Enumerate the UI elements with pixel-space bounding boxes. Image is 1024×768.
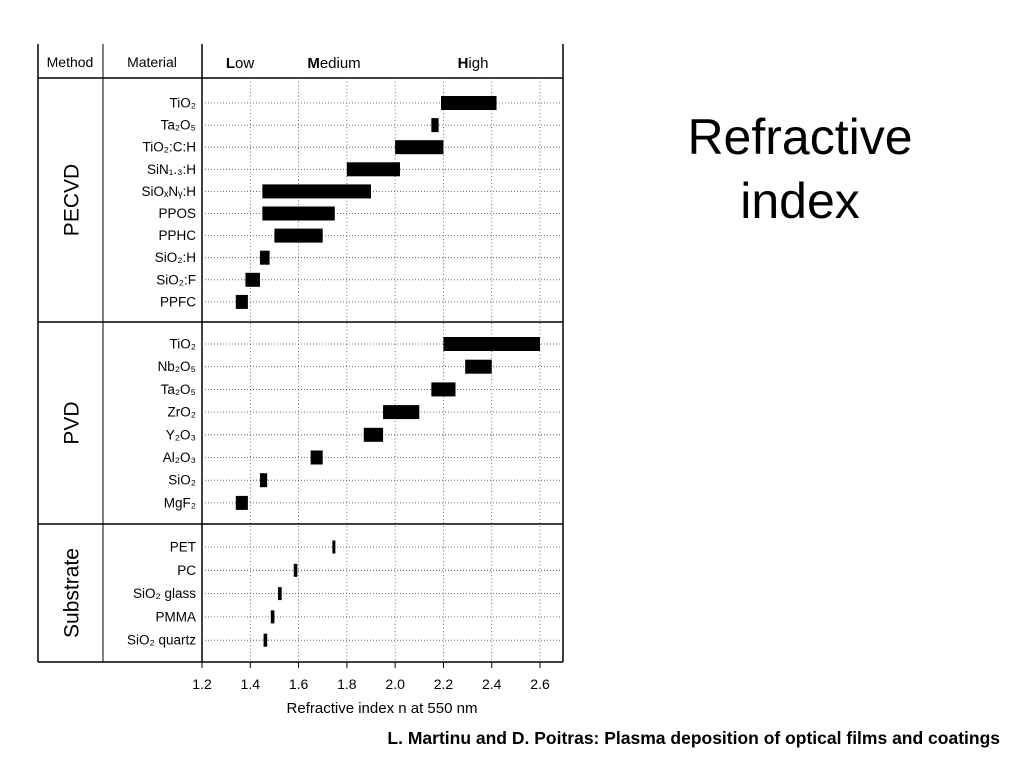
x-tick-label: 1.2 — [192, 676, 212, 692]
range-bar — [263, 633, 268, 647]
material-label: SiO₂:H — [155, 250, 196, 265]
method-label-pvd: PVD — [61, 401, 84, 444]
x-tick-label: 1.4 — [241, 676, 261, 692]
chart-headers: Method Material — [47, 54, 177, 70]
range-header-rest: edium — [320, 55, 361, 72]
chart-rows: PECVD TiO₂ Ta₂O₅ TiO₂:C:H SiN₁.₃:H SiOₓNᵧ:H PP… — [61, 96, 563, 648]
range-header-initial: L — [226, 55, 235, 72]
range-header-initial: H — [458, 55, 469, 72]
citation: L. Martinu and D. Poitras: Plasma deposi… — [387, 728, 1000, 748]
x-tick-label: 1.6 — [289, 676, 309, 692]
x-axis-label: Refractive index n at 550 nm — [287, 700, 478, 717]
range-bar — [332, 540, 336, 554]
range-bar — [235, 294, 248, 309]
material-label: Al₂O₃ — [163, 450, 196, 465]
material-label: PC — [177, 563, 196, 578]
slide-title-line-1: Refractive — [687, 109, 913, 165]
range-bar — [395, 140, 444, 155]
range-bar — [431, 118, 439, 133]
range-bar — [235, 495, 248, 510]
x-tick-label: 2.6 — [530, 676, 550, 692]
material-label: PMMA — [156, 609, 197, 624]
material-label: SiO₂ quartz — [127, 633, 196, 648]
range-bar — [270, 610, 275, 624]
material-label: Nb₂O₅ — [158, 359, 196, 374]
range-bar — [259, 473, 268, 488]
x-tick-label: 1.8 — [337, 676, 357, 692]
material-label: SiO₂ — [168, 473, 196, 488]
material-label: PPFC — [160, 294, 196, 309]
material-label: PPHC — [158, 228, 196, 243]
material-label: PET — [170, 540, 196, 555]
range-bar — [363, 427, 384, 442]
range-bar — [443, 337, 540, 351]
material-label: Y₂O₃ — [166, 427, 196, 442]
range-header-initial: M — [307, 55, 320, 72]
range-header-1: Medium — [307, 55, 360, 72]
slide-title: Refractive index — [640, 105, 960, 233]
material-label: Ta₂O₅ — [161, 118, 196, 133]
range-header-0: Low — [226, 55, 255, 72]
range-bar — [274, 228, 323, 243]
material-label: TiO₂ — [170, 337, 197, 352]
material-label: MgF₂ — [164, 495, 196, 510]
range-bar — [346, 162, 400, 177]
range-bar — [431, 382, 456, 397]
material-label: ZrO₂ — [168, 405, 196, 420]
x-tick-label: 2.4 — [482, 676, 502, 692]
method-label-pecvd: PECVD — [61, 164, 84, 236]
x-tick-label: 2.2 — [434, 676, 454, 692]
method-column-header: Method — [47, 54, 94, 70]
slide-title-line-2: index — [740, 173, 860, 229]
chart-frame — [37, 44, 564, 663]
material-label: SiO₂:F — [156, 272, 196, 287]
x-tick-label: 2.0 — [385, 676, 405, 692]
range-headers: Low Medium High — [226, 55, 489, 72]
range-bar — [245, 272, 260, 287]
range-bar — [383, 405, 420, 420]
material-label: SiO₂ glass — [133, 586, 196, 601]
range-bar — [293, 563, 298, 577]
range-bar — [310, 450, 323, 465]
material-column-header: Material — [127, 54, 177, 70]
range-bar — [262, 206, 335, 221]
material-label: SiOₓNᵧ:H — [141, 184, 196, 199]
range-bar — [278, 587, 282, 601]
material-label: Ta₂O₅ — [161, 382, 196, 397]
x-axis: 1.2 1.4 1.6 1.8 2.0 2.2 2.4 2.6 — [192, 662, 550, 692]
range-header-2: High — [458, 55, 489, 72]
material-label: SiN₁.₃:H — [147, 162, 196, 177]
material-label: PPOS — [158, 206, 196, 221]
material-label: TiO₂:C:H — [143, 140, 197, 155]
range-bar — [441, 96, 497, 110]
material-label: TiO₂ — [170, 96, 197, 111]
range-header-rest: ow — [235, 55, 254, 72]
range-bar — [465, 359, 492, 374]
range-header-rest: igh — [468, 55, 488, 72]
range-bar — [262, 184, 371, 199]
method-label-substrate: Substrate — [61, 548, 84, 638]
range-bar — [259, 250, 270, 265]
